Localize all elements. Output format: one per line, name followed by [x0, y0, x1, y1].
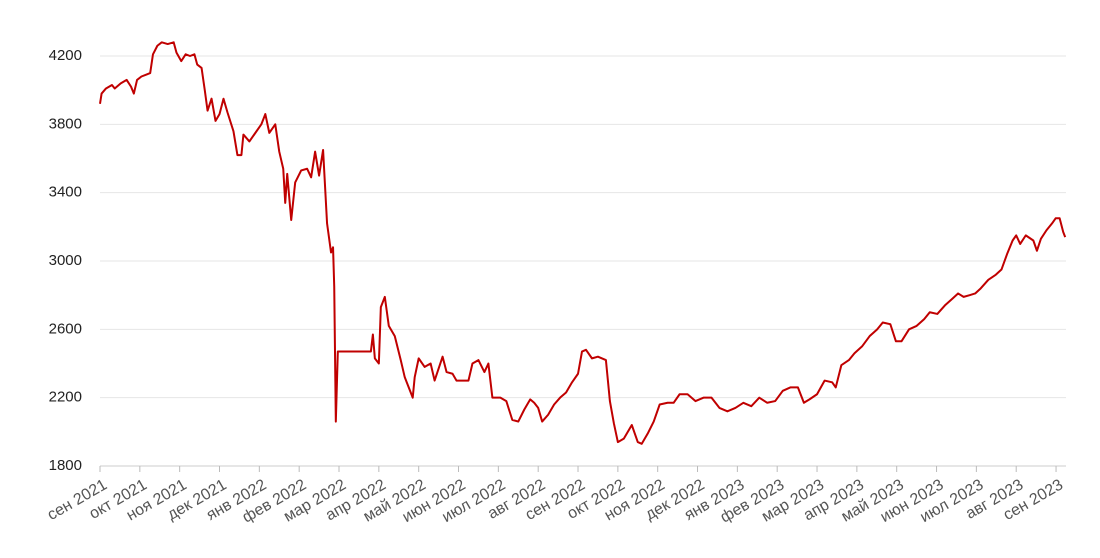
y-tick-label: 4200	[49, 47, 82, 64]
y-tick-label: 3000	[49, 252, 82, 269]
y-tick-label: 3800	[49, 115, 82, 132]
y-tick-label: 3400	[49, 184, 82, 201]
y-tick-label: 2600	[49, 320, 82, 337]
y-tick-label: 1800	[49, 457, 82, 474]
y-tick-label: 2200	[49, 389, 82, 406]
price-line	[99, 41, 1067, 445]
